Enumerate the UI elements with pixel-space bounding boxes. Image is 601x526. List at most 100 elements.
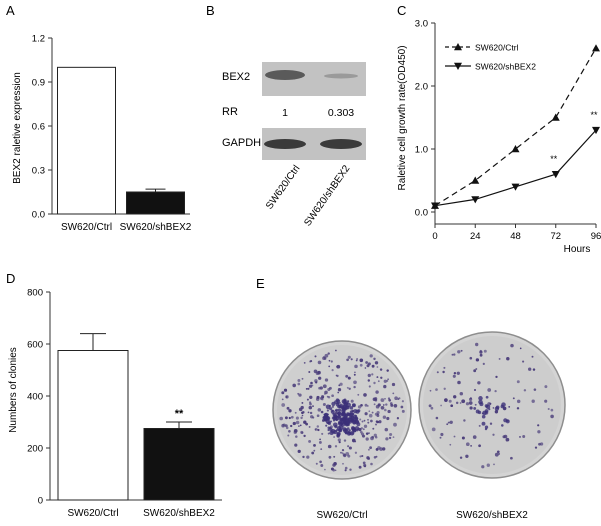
colony-dot: [292, 421, 296, 426]
colony-dot: [365, 437, 369, 441]
colony-dot: [377, 380, 380, 383]
colony-dot: [391, 382, 396, 387]
colony-dot-dense: [329, 420, 333, 423]
significance-annotation: **: [550, 154, 558, 164]
colony-dot: [392, 436, 395, 438]
colony-dot: [358, 465, 362, 469]
colony-dot: [312, 405, 314, 408]
colony-dot: [367, 379, 371, 382]
colony-dot: [366, 456, 370, 460]
colony-dots-ctrl: [279, 349, 405, 472]
colony-dot: [311, 384, 314, 387]
colony-dot-dense: [506, 419, 509, 422]
colony-dot: [294, 443, 298, 447]
colony-dot: [522, 435, 526, 438]
panel-letter-a: A: [6, 3, 15, 18]
colony-dot: [531, 355, 534, 358]
colony-dot-dense: [342, 412, 347, 417]
colony-dot: [371, 364, 375, 368]
colony-dot: [457, 350, 461, 354]
colony-dot: [461, 436, 465, 440]
colony-dot-dense: [322, 416, 326, 419]
colony-dot: [376, 376, 379, 379]
colony-dot: [363, 419, 366, 422]
colony-dot: [332, 463, 336, 467]
colony-dot: [550, 414, 554, 419]
colony-dot: [375, 447, 379, 451]
colony-dot: [367, 373, 371, 378]
chart-d-bar-colony-numbers: Numbers of clonies 0 200 400 600 800 SW620/Ct…: [8, 288, 222, 519]
colony-dot: [380, 376, 383, 379]
colony-dot: [347, 445, 350, 448]
significance-annotation: **: [175, 408, 184, 420]
colony-dot: [386, 369, 389, 372]
colony-dot: [364, 367, 367, 369]
colony-dot: [313, 443, 316, 447]
colony-dot: [302, 455, 305, 459]
colony-dot: [320, 410, 324, 414]
colony-dot: [279, 416, 284, 421]
blot-row-label-gapdh: GAPDH: [222, 137, 261, 149]
chart-c-xlabel: Hours: [564, 244, 591, 255]
colony-dot: [316, 395, 320, 399]
legend-label: SW620/shBEX2: [475, 62, 536, 72]
colony-dot: [353, 373, 356, 376]
colony-dot: [321, 432, 324, 435]
rr-value-ctrl: 1: [282, 107, 288, 119]
colony-dot: [474, 389, 476, 391]
colony-dot: [472, 435, 477, 439]
colony-dot: [299, 424, 302, 427]
blot-row-label-rr: RR: [222, 106, 238, 118]
colony-dot-dense: [329, 426, 332, 430]
y-tick-label: 200: [27, 444, 43, 455]
colony-dot: [315, 462, 318, 465]
colony-dot: [328, 359, 331, 362]
colony-dot: [328, 455, 332, 459]
x-tick-label: 96: [591, 231, 601, 242]
colony-dot: [371, 373, 374, 376]
colony-dot: [481, 465, 485, 469]
colony-dot: [444, 398, 448, 402]
y-tick-label: 0: [38, 496, 43, 507]
colony-dot: [287, 434, 290, 437]
blot-band-gapdh-ctrl: [264, 139, 306, 149]
y-tick-label: 0.0: [415, 208, 428, 219]
colony-dot: [324, 353, 329, 358]
colony-dot: [331, 405, 335, 408]
bar: [57, 66, 116, 215]
colony-dot: [322, 402, 326, 407]
y-tick-label: 600: [27, 340, 43, 351]
colony-dot: [314, 355, 317, 358]
colony-dot: [372, 427, 375, 430]
colony-dot-dense: [349, 410, 353, 414]
colony-dot: [324, 378, 329, 382]
colony-dot: [292, 383, 297, 388]
colony-dot: [385, 437, 389, 441]
colony-dot: [355, 359, 358, 362]
colony-dot: [316, 425, 320, 428]
colony-dot: [456, 371, 460, 375]
colony-dot: [374, 423, 378, 426]
colony-dot: [333, 436, 335, 438]
colony-dot: [492, 407, 495, 409]
colony-dot: [365, 361, 368, 364]
colony-dot: [295, 420, 300, 425]
colony-dot: [465, 454, 469, 458]
data-point-triangle-up: [471, 176, 480, 184]
colony-dot-dense: [334, 424, 338, 429]
colony-dot: [336, 364, 341, 369]
colony-dot-dense: [335, 408, 339, 412]
bar: [57, 350, 129, 501]
colony-dot: [459, 456, 463, 459]
colony-dot: [281, 398, 284, 401]
colony-dot: [479, 350, 483, 354]
colony-dot: [498, 452, 501, 455]
colony-dot: [512, 397, 515, 400]
colony-dot: [343, 454, 347, 458]
y-tick-label: 2.0: [415, 82, 428, 93]
x-category-label: SW620/shBEX2: [143, 508, 215, 519]
colony-dot: [387, 409, 391, 414]
colony-dot: [362, 461, 366, 465]
colony-dot: [322, 356, 326, 361]
